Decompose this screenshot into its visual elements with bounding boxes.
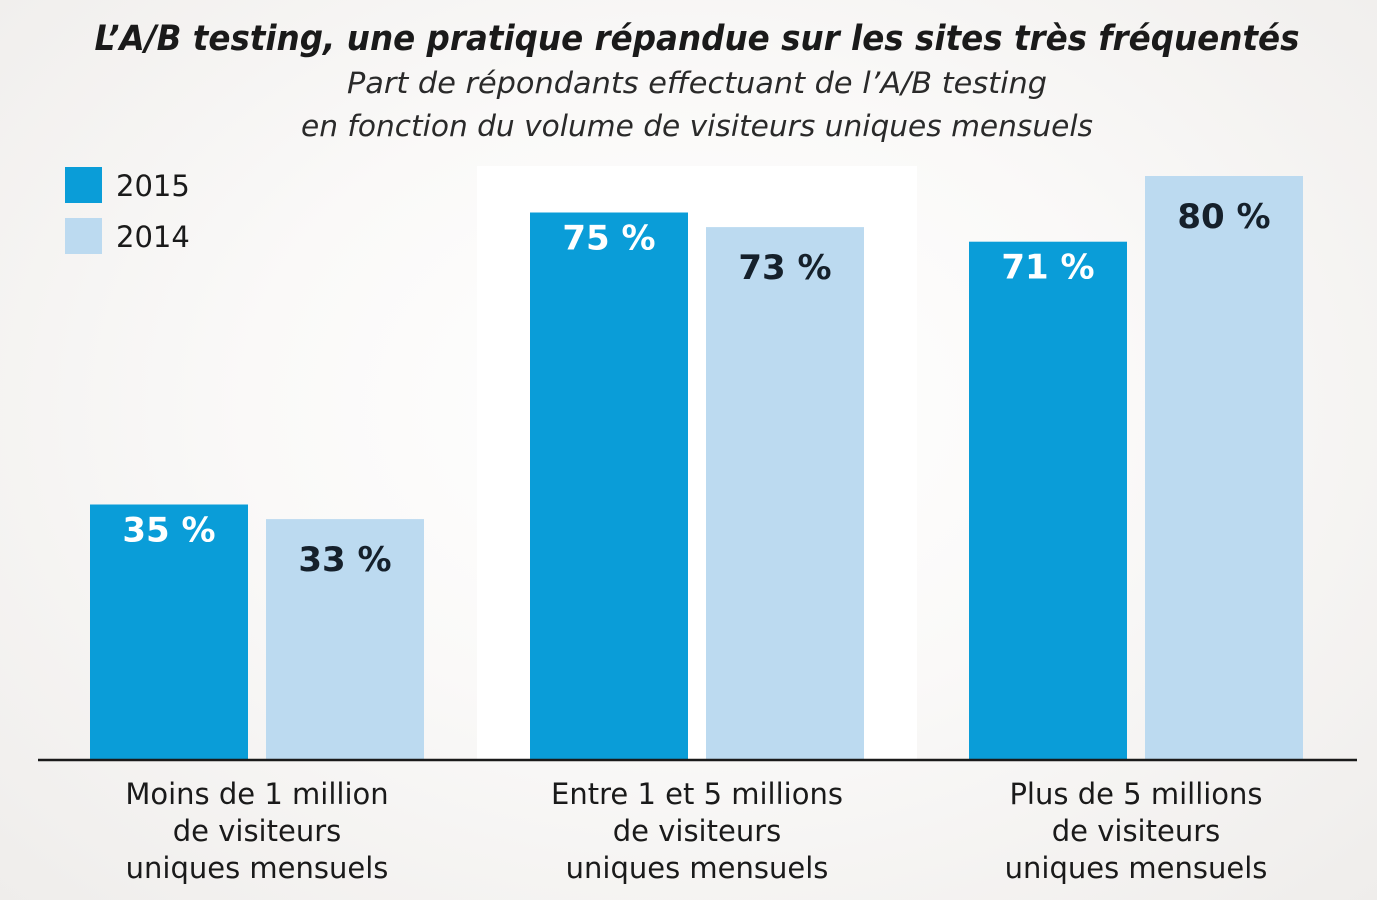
- bar-2015-cat-1: [90, 504, 248, 760]
- category-label-1-line-3: uniques mensuels: [126, 851, 389, 885]
- bars: [90, 176, 1303, 761]
- category-label-2-line-1: Entre 1 et 5 millions: [551, 777, 843, 811]
- category-label-2-line-3: uniques mensuels: [566, 851, 829, 885]
- bar-2014-cat-3: [1145, 176, 1303, 760]
- legend: 2015 2014: [65, 167, 190, 254]
- chart-subtitle-line-1: Part de répondants effectuant de l’A/B t…: [347, 66, 1047, 100]
- category-label-2-line-2: de visiteurs: [613, 814, 781, 848]
- chart-title: L’A/B testing, une pratique répandue sur…: [95, 19, 1300, 59]
- bar-2015-cat-3: [969, 241, 1127, 760]
- value-label-2014-cat-1: 33 %: [298, 540, 391, 580]
- legend-swatch-2015: [65, 167, 102, 203]
- category-label-3-line-1: Plus de 5 millions: [1009, 777, 1262, 811]
- value-label-2015-cat-3: 71 %: [1001, 248, 1094, 288]
- bar-2015-cat-2: [530, 212, 688, 760]
- value-label-2015-cat-1: 35 %: [122, 511, 215, 551]
- value-label-2014-cat-2: 73 %: [738, 248, 831, 288]
- category-label-3-line-3: uniques mensuels: [1005, 851, 1268, 885]
- category-label-1-line-2: de visiteurs: [173, 814, 341, 848]
- category-label-3-line-2: de visiteurs: [1052, 814, 1220, 848]
- value-labels: 35 % 33 % 75 % 73 % 71 % 80 %: [122, 197, 1270, 580]
- legend-label-2014: 2014: [116, 220, 190, 254]
- chart-subtitle-line-2: en fonction du volume de visiteurs uniqu…: [301, 109, 1093, 143]
- bar-2014-cat-2: [706, 227, 864, 761]
- legend-label-2015: 2015: [116, 169, 190, 203]
- category-label-1-line-1: Moins de 1 million: [125, 777, 388, 811]
- legend-swatch-2014: [65, 218, 102, 254]
- value-label-2014-cat-3: 80 %: [1177, 197, 1270, 237]
- value-label-2015-cat-2: 75 %: [562, 219, 655, 259]
- bar-2014-cat-1: [266, 519, 424, 760]
